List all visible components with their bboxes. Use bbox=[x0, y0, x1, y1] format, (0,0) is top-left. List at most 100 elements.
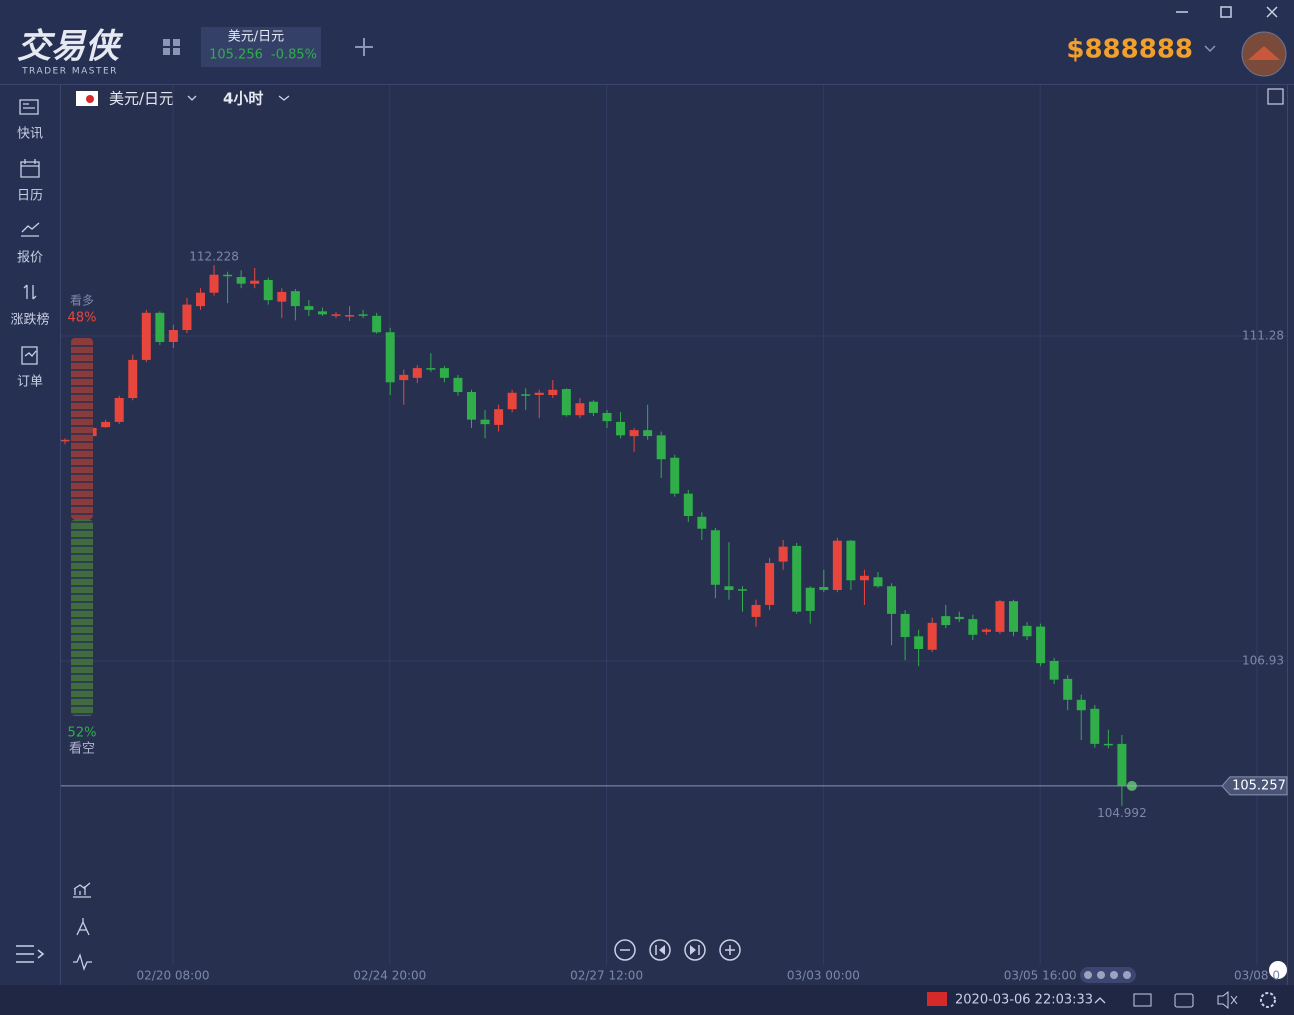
candle-body bbox=[128, 359, 138, 399]
dropdown-arrow bbox=[278, 95, 290, 101]
tab-change: -0.85% bbox=[271, 48, 317, 63]
candle-body bbox=[290, 291, 300, 307]
candle-body bbox=[575, 403, 585, 416]
candle-body bbox=[1117, 743, 1127, 786]
candle-body bbox=[480, 419, 490, 425]
candle-body bbox=[358, 314, 368, 316]
candle-body bbox=[683, 493, 693, 517]
candle-body bbox=[534, 392, 544, 396]
jump-start-button[interactable] bbox=[649, 939, 671, 961]
candle-body bbox=[1063, 678, 1073, 700]
expand-arrow[interactable] bbox=[1094, 997, 1106, 1004]
x-tick-label: 02/24 20:00 bbox=[353, 969, 426, 983]
zoom-out-button[interactable] bbox=[614, 939, 636, 961]
candle-body bbox=[859, 575, 869, 581]
bull-percent: 48% bbox=[68, 311, 97, 326]
sidebar-label[interactable]: 订单 bbox=[17, 375, 43, 390]
zoom-in-button[interactable] bbox=[719, 939, 741, 961]
toolbar-period[interactable]: 4小时 bbox=[223, 90, 263, 108]
candle-body bbox=[710, 530, 720, 585]
candle-body bbox=[1090, 708, 1100, 744]
add-tab-button[interactable] bbox=[355, 38, 373, 56]
flag-icon bbox=[86, 95, 94, 103]
candle-body bbox=[101, 421, 111, 428]
candle-body bbox=[182, 304, 192, 331]
sidebar-label[interactable]: 快讯 bbox=[17, 127, 43, 142]
candle-body bbox=[914, 636, 924, 650]
candle-body bbox=[697, 516, 707, 529]
sidebar-toggle[interactable] bbox=[16, 945, 45, 963]
low-annotation: 104.992 bbox=[1097, 806, 1147, 820]
jump-end-button[interactable] bbox=[684, 939, 706, 961]
tab-price: 105.256 bbox=[209, 48, 263, 63]
candle-body bbox=[439, 368, 449, 378]
symbol-tab[interactable] bbox=[201, 27, 321, 67]
candle-body bbox=[751, 604, 761, 617]
candle-body bbox=[832, 540, 842, 590]
candle-body bbox=[1022, 625, 1032, 637]
avatar-art bbox=[1248, 46, 1280, 60]
bull-bar bbox=[71, 338, 93, 520]
sidebar-label[interactable]: 涨跌榜 bbox=[10, 312, 49, 328]
candle-body bbox=[927, 622, 937, 650]
candle-body bbox=[981, 629, 991, 632]
candle-body bbox=[656, 435, 666, 460]
close-button[interactable] bbox=[1266, 6, 1278, 18]
panel-toggle[interactable] bbox=[1267, 88, 1284, 105]
sidebar-label[interactable]: 报价 bbox=[17, 251, 43, 266]
window-icon[interactable] bbox=[1133, 993, 1152, 1007]
candle-body bbox=[778, 546, 788, 562]
candle-body bbox=[507, 392, 517, 410]
x-tick-label: 03/03 00:00 bbox=[787, 969, 860, 983]
candle-body bbox=[467, 392, 476, 420]
candle-body bbox=[602, 412, 612, 422]
toolbar-symbol[interactable]: 美元/日元 bbox=[109, 90, 174, 108]
mute-icon[interactable] bbox=[1217, 990, 1238, 1010]
logo-subtitle: TRADER MASTER bbox=[21, 67, 118, 77]
candle-body bbox=[345, 315, 355, 317]
balance[interactable]: $888888 bbox=[1066, 35, 1193, 65]
sidebar-icon bbox=[19, 99, 39, 115]
candle-body bbox=[263, 279, 273, 301]
candle-body bbox=[561, 389, 571, 416]
grid-menu-icon[interactable] bbox=[163, 39, 180, 55]
candle-body bbox=[968, 619, 978, 635]
candle-body bbox=[1103, 743, 1113, 746]
candle-body bbox=[941, 616, 951, 626]
candle-body bbox=[1036, 626, 1046, 664]
maximize-button[interactable] bbox=[1220, 6, 1232, 18]
balance-dropdown[interactable] bbox=[1204, 45, 1216, 53]
draw-tool[interactable] bbox=[76, 918, 90, 936]
bear-percent: 52% bbox=[68, 726, 97, 741]
candle-body bbox=[385, 332, 395, 383]
candle-body bbox=[846, 540, 856, 581]
high-annotation: 112.228 bbox=[189, 250, 239, 264]
screenshot-icon[interactable] bbox=[1174, 993, 1194, 1008]
x-tick-label: 02/20 08:00 bbox=[137, 969, 210, 983]
candle-body bbox=[426, 368, 436, 370]
page-dots[interactable] bbox=[1080, 967, 1136, 983]
candle-body bbox=[168, 330, 178, 342]
dropdown-arrow bbox=[187, 95, 197, 101]
candle-body bbox=[792, 545, 802, 612]
candle-body bbox=[196, 292, 205, 307]
candle-body bbox=[236, 276, 246, 284]
candle-body bbox=[670, 457, 680, 494]
candle-body bbox=[616, 421, 626, 436]
candle-body bbox=[548, 389, 558, 396]
candle-body bbox=[494, 409, 504, 425]
sidebar-icon bbox=[20, 159, 40, 178]
candle-body bbox=[1076, 699, 1086, 711]
current-price-glow bbox=[1126, 780, 1137, 791]
indicator-tool[interactable] bbox=[73, 882, 91, 898]
cn-flag bbox=[927, 992, 947, 1006]
candle-body bbox=[629, 430, 639, 437]
candle-body bbox=[738, 589, 747, 591]
sidebar-label[interactable]: 日历 bbox=[17, 189, 43, 204]
wave-tool[interactable] bbox=[73, 953, 92, 971]
y-tick-label: 106.93 bbox=[1242, 653, 1284, 667]
candle-body bbox=[724, 586, 734, 590]
settings-icon[interactable] bbox=[1260, 992, 1276, 1008]
